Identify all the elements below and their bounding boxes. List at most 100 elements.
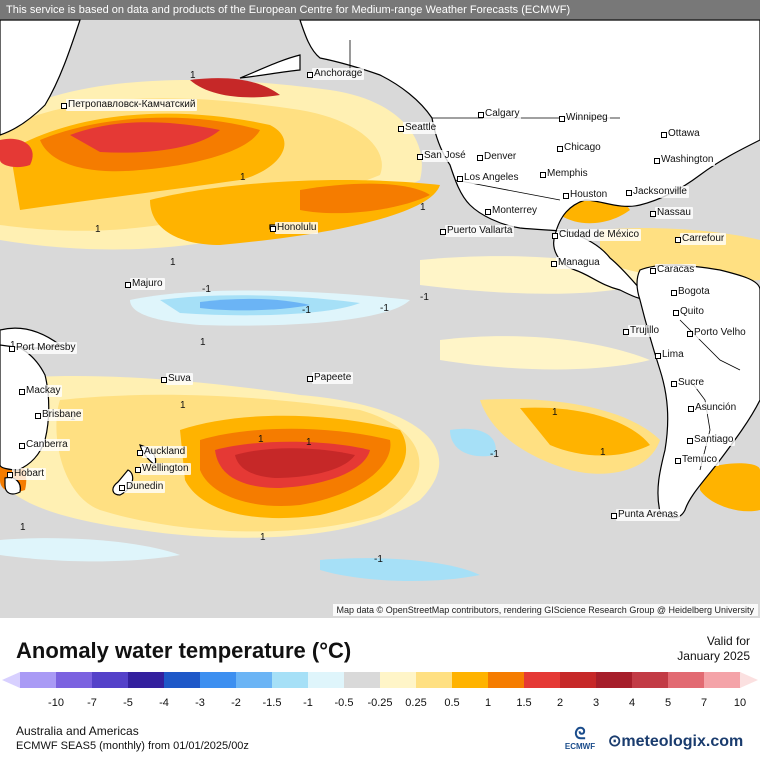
valid-for: Valid for January 2025 xyxy=(677,634,750,664)
legend-tick-label: 5 xyxy=(664,697,672,709)
legend-swatch xyxy=(20,672,57,688)
meteologix-brand[interactable]: ⊙meteologix.com xyxy=(608,731,743,751)
city-label: Canberra xyxy=(19,439,70,451)
legend-tick-label: 2 xyxy=(556,697,564,709)
data-source-banner: This service is based on data and produc… xyxy=(0,0,760,20)
legend-min-arrow xyxy=(2,672,20,688)
contour-label: 1 xyxy=(420,202,426,213)
contour-label: 1 xyxy=(258,434,264,445)
contour-label: 1 xyxy=(190,70,196,81)
city-label: Anchorage xyxy=(306,68,365,80)
legend-swatch xyxy=(596,672,633,688)
city-label: Caracas xyxy=(649,264,697,276)
legend-swatch xyxy=(344,672,381,688)
contour-label: 1 xyxy=(95,224,101,235)
legend-tick-label: 1 xyxy=(484,697,492,709)
contour-label: -1 xyxy=(420,292,429,303)
city-label: Carrefour xyxy=(674,233,727,245)
contour-label: 1 xyxy=(260,532,266,543)
city-label: Majuro xyxy=(125,278,165,290)
legend-swatch xyxy=(272,672,309,688)
contour-label: 1 xyxy=(10,340,16,351)
legend-swatch xyxy=(164,672,201,688)
city-label: Porto Velho xyxy=(687,327,748,339)
legend-swatch xyxy=(560,672,597,688)
legend-tick-label: 4 xyxy=(628,697,636,709)
legend-swatch xyxy=(200,672,237,688)
city-label: Punta Arenas xyxy=(610,509,681,521)
color-legend xyxy=(2,672,758,688)
city-label: Brisbane xyxy=(34,409,84,421)
city-label: Calgary xyxy=(477,108,522,120)
ecmwf-logo: ᘓ ECMWF xyxy=(560,726,600,752)
contour-label: 1 xyxy=(180,400,186,411)
legend-swatch xyxy=(488,672,525,688)
city-label: Chicago xyxy=(557,142,603,154)
brand-icon: ⊙ xyxy=(608,733,622,750)
legend-tick-label: -7 xyxy=(87,697,97,709)
city-label: Denver xyxy=(476,151,519,163)
city-label: Temuco xyxy=(674,454,720,466)
brand-text: meteologix.com xyxy=(621,733,744,750)
legend-tick-label: 1.5 xyxy=(516,697,532,709)
city-label: Seattle xyxy=(397,122,439,134)
legend-swatch xyxy=(416,672,453,688)
city-label: Asunción xyxy=(687,402,739,414)
city-label: Port Moresby xyxy=(8,342,78,354)
contour-label: 1 xyxy=(170,257,176,268)
city-label: Ottawa xyxy=(661,128,702,140)
map-attribution: Map data © OpenStreetMap contributors, r… xyxy=(332,604,758,616)
city-label: Managua xyxy=(551,257,602,269)
city-label: Monterrey xyxy=(484,205,540,217)
legend-tick-label: -1 xyxy=(303,697,313,709)
legend-swatch xyxy=(380,672,417,688)
legend-tick-label: 3 xyxy=(592,697,600,709)
legend-swatch xyxy=(236,672,273,688)
legend-max-arrow xyxy=(740,672,758,688)
valid-label: Valid for xyxy=(706,634,750,648)
legend-tick-label: 0.5 xyxy=(444,697,460,709)
legend-tick-label: 7 xyxy=(700,697,708,709)
legend-swatch xyxy=(308,672,345,688)
city-label: Puerto Vallarta xyxy=(439,225,515,237)
legend-tick-label: 10 xyxy=(733,697,747,709)
contour-label: -1 xyxy=(490,449,499,460)
city-label: Jacksonville xyxy=(626,186,689,198)
city-label: Memphis xyxy=(540,168,590,180)
legend-tick-label: -3 xyxy=(195,697,205,709)
contour-label: 1 xyxy=(200,337,206,348)
legend-tick-label: -5 xyxy=(123,697,133,709)
legend-swatch xyxy=(632,672,669,688)
contour-label: -1 xyxy=(380,303,389,314)
city-label: Papeete xyxy=(306,372,354,384)
legend-swatch xyxy=(668,672,705,688)
city-label: Los Angeles xyxy=(457,172,521,184)
legend-swatch xyxy=(56,672,93,688)
city-label: Winnipeg xyxy=(559,112,610,124)
legend-swatch xyxy=(524,672,561,688)
city-label: Hobart xyxy=(6,468,47,480)
ecmwf-swirl-icon: ᘓ xyxy=(574,726,586,743)
city-label: Sucre xyxy=(670,377,707,389)
contour-label: 1 xyxy=(240,172,246,183)
contour-label: 1 xyxy=(600,447,606,458)
city-label: Bogota xyxy=(671,286,712,298)
contour-label: -1 xyxy=(202,284,211,295)
city-label: Lima xyxy=(655,349,686,361)
legend-tick-label: -0.5 xyxy=(334,697,354,709)
city-label: Trujillo xyxy=(622,325,662,337)
contour-label: -1 xyxy=(302,305,311,316)
city-label: Nassau xyxy=(650,207,693,219)
legend-tick-label: -4 xyxy=(159,697,169,709)
city-label: Suva xyxy=(161,373,193,385)
city-label: Auckland xyxy=(136,446,188,458)
ecmwf-logo-text: ECMWF xyxy=(564,742,596,751)
legend-tick-label: 0.25 xyxy=(405,697,427,709)
city-label: Houston xyxy=(562,189,610,201)
legend-swatch xyxy=(452,672,489,688)
product-info: ECMWF SEAS5 (monthly) from 01/01/2025/00… xyxy=(16,740,249,752)
contour-label: 1 xyxy=(552,407,558,418)
legend-swatch xyxy=(704,672,741,688)
